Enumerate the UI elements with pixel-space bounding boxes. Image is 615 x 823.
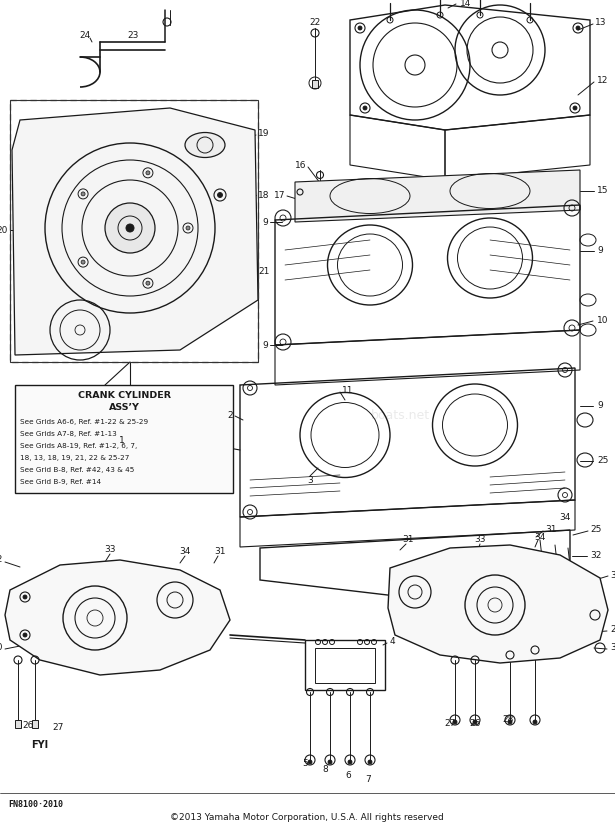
Text: 1: 1 (119, 435, 125, 444)
Text: 12: 12 (597, 76, 608, 85)
Text: 30: 30 (0, 644, 3, 653)
Circle shape (218, 193, 223, 198)
Bar (10, 100, 258, 362)
Bar (315, 648, 375, 683)
Text: 9: 9 (262, 341, 268, 350)
Text: boats.net: boats.net (370, 408, 429, 421)
Text: See Grid B-9, Ref. #14: See Grid B-9, Ref. #14 (20, 479, 101, 485)
Text: 24: 24 (79, 30, 90, 40)
Circle shape (508, 720, 512, 724)
Circle shape (146, 171, 150, 174)
Bar (32, 720, 38, 728)
Text: 33: 33 (105, 546, 116, 555)
Circle shape (81, 260, 85, 264)
Text: 32: 32 (610, 570, 615, 579)
Text: 2: 2 (228, 411, 233, 420)
Text: 8: 8 (322, 765, 328, 774)
Circle shape (146, 281, 150, 285)
Text: 6: 6 (345, 770, 351, 779)
Polygon shape (5, 560, 230, 675)
Polygon shape (12, 108, 258, 355)
Text: ©2013 Yamaha Motor Corporation, U.S.A. All rights reserved: ©2013 Yamaha Motor Corporation, U.S.A. A… (170, 813, 444, 822)
Text: 22: 22 (309, 17, 320, 26)
Text: 28: 28 (502, 715, 514, 724)
Circle shape (308, 760, 312, 764)
Circle shape (573, 106, 577, 110)
Circle shape (576, 26, 580, 30)
Text: 25: 25 (590, 526, 601, 534)
Text: 9: 9 (597, 245, 603, 254)
Text: ASS’Y: ASS’Y (109, 402, 140, 412)
Ellipse shape (185, 133, 225, 157)
Circle shape (328, 760, 332, 764)
Text: 4: 4 (390, 638, 395, 647)
Text: 7: 7 (365, 775, 371, 784)
Text: 26: 26 (469, 719, 481, 728)
Circle shape (533, 720, 537, 724)
Polygon shape (295, 170, 580, 222)
Circle shape (23, 595, 27, 599)
Text: 13: 13 (595, 17, 606, 26)
Circle shape (473, 720, 477, 724)
Text: See Grids A8-19, Ref. #1-2, 6, 7,: See Grids A8-19, Ref. #1-2, 6, 7, (20, 443, 137, 449)
Text: 15: 15 (597, 185, 608, 194)
Text: 34: 34 (559, 514, 571, 523)
Text: 31: 31 (545, 526, 557, 534)
Text: 18: 18 (258, 190, 269, 199)
Text: 20: 20 (0, 226, 8, 235)
Bar (15, 720, 21, 728)
Circle shape (186, 226, 190, 230)
Circle shape (358, 26, 362, 30)
Text: 31: 31 (402, 536, 414, 545)
Circle shape (368, 760, 372, 764)
Polygon shape (388, 545, 608, 663)
Text: FYI: FYI (31, 740, 49, 750)
Text: 25: 25 (597, 455, 608, 464)
Circle shape (105, 203, 155, 253)
Text: 17: 17 (274, 190, 285, 199)
Text: See Grids A7-8, Ref. #1-13: See Grids A7-8, Ref. #1-13 (20, 431, 117, 437)
Circle shape (126, 224, 134, 232)
Text: 11: 11 (342, 385, 354, 394)
Text: FN8100·2010: FN8100·2010 (8, 800, 63, 809)
Circle shape (363, 106, 367, 110)
Text: 16: 16 (295, 160, 306, 170)
Bar (10, 100, 258, 362)
Circle shape (81, 192, 85, 196)
Text: 10: 10 (597, 315, 608, 324)
Text: 21: 21 (258, 267, 269, 277)
Text: 27: 27 (444, 719, 456, 728)
Text: CRANK CYLINDER: CRANK CYLINDER (77, 390, 170, 399)
Text: 33: 33 (474, 536, 486, 545)
Text: 34: 34 (180, 547, 191, 556)
Circle shape (23, 633, 27, 637)
Text: 30: 30 (610, 644, 615, 653)
Text: 9: 9 (597, 401, 603, 410)
Text: 27: 27 (52, 723, 64, 732)
Bar (15, 385, 233, 493)
Text: 34: 34 (534, 532, 546, 542)
Circle shape (348, 760, 352, 764)
Text: 23: 23 (127, 30, 139, 40)
Text: 18, 13, 18, 19, 21, 22 & 25-27: 18, 13, 18, 19, 21, 22 & 25-27 (20, 455, 129, 461)
Text: 3: 3 (307, 476, 313, 485)
Text: 29: 29 (610, 625, 615, 635)
Text: 5: 5 (302, 759, 308, 768)
Text: 26: 26 (22, 720, 34, 729)
Text: See Grid B-8, Ref. #42, 43 & 45: See Grid B-8, Ref. #42, 43 & 45 (20, 467, 134, 473)
Text: 31: 31 (214, 547, 226, 556)
Text: 32: 32 (590, 551, 601, 560)
Bar (305, 640, 385, 690)
Text: 9: 9 (262, 217, 268, 226)
Text: See Grids A6-6, Ref. #1-22 & 25-29: See Grids A6-6, Ref. #1-22 & 25-29 (20, 419, 148, 425)
Text: 19: 19 (258, 128, 269, 137)
Text: 32: 32 (0, 556, 3, 565)
Text: 14: 14 (460, 0, 471, 7)
Bar (312, 80, 318, 88)
Circle shape (453, 720, 457, 724)
